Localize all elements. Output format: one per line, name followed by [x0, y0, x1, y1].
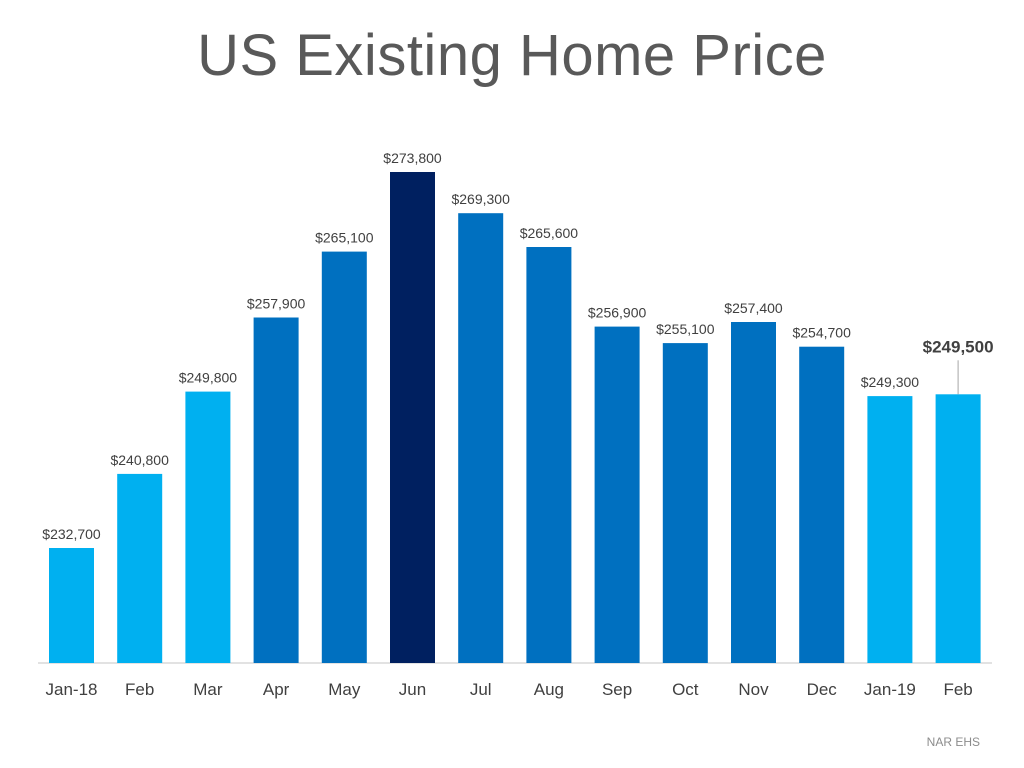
bar-11 [731, 322, 776, 663]
value-label: $256,900 [588, 305, 647, 321]
category-label: Apr [263, 680, 290, 699]
category-label: Feb [125, 680, 154, 699]
bar-2 [117, 473, 163, 663]
value-label: $254,700 [792, 325, 851, 341]
bar-3 [185, 391, 231, 663]
bar-14 [935, 394, 981, 663]
bar-5 [321, 251, 367, 663]
category-label: Aug [534, 680, 564, 699]
bar-13 [867, 396, 913, 663]
category-label: Nov [738, 680, 769, 699]
bar-9 [594, 326, 640, 663]
value-label: $255,100 [656, 321, 715, 337]
value-label: $240,800 [110, 452, 169, 468]
value-label: $249,800 [179, 370, 238, 386]
category-label: Feb [943, 680, 972, 699]
bar-4 [253, 317, 299, 663]
bar-7 [458, 213, 504, 663]
category-label: May [328, 680, 361, 699]
category-label: Mar [193, 680, 223, 699]
source-note: NAR EHS [926, 735, 980, 749]
category-label: Jun [399, 680, 426, 699]
value-label: $232,700 [42, 526, 101, 542]
chart-title: US Existing Home Price [197, 23, 827, 88]
category-label: Jan-19 [864, 680, 916, 699]
bar-8 [526, 247, 572, 663]
value-label: $249,300 [861, 374, 920, 390]
category-label: Oct [672, 680, 699, 699]
value-label: $273,800 [383, 150, 442, 166]
value-label: $257,900 [247, 296, 306, 312]
category-label: Sep [602, 680, 632, 699]
value-label: $265,100 [315, 230, 374, 246]
category-label: Jul [470, 680, 492, 699]
value-label: $269,300 [451, 191, 510, 207]
bar-10 [662, 343, 708, 663]
bar-1 [49, 548, 94, 663]
value-label: $257,400 [724, 300, 783, 316]
value-label: $265,600 [520, 225, 579, 241]
bar-12 [799, 346, 845, 663]
bar-6 [390, 172, 435, 663]
category-label: Dec [807, 680, 838, 699]
value-label-highlight: $249,500 [923, 337, 994, 356]
category-label: Jan-18 [46, 680, 98, 699]
